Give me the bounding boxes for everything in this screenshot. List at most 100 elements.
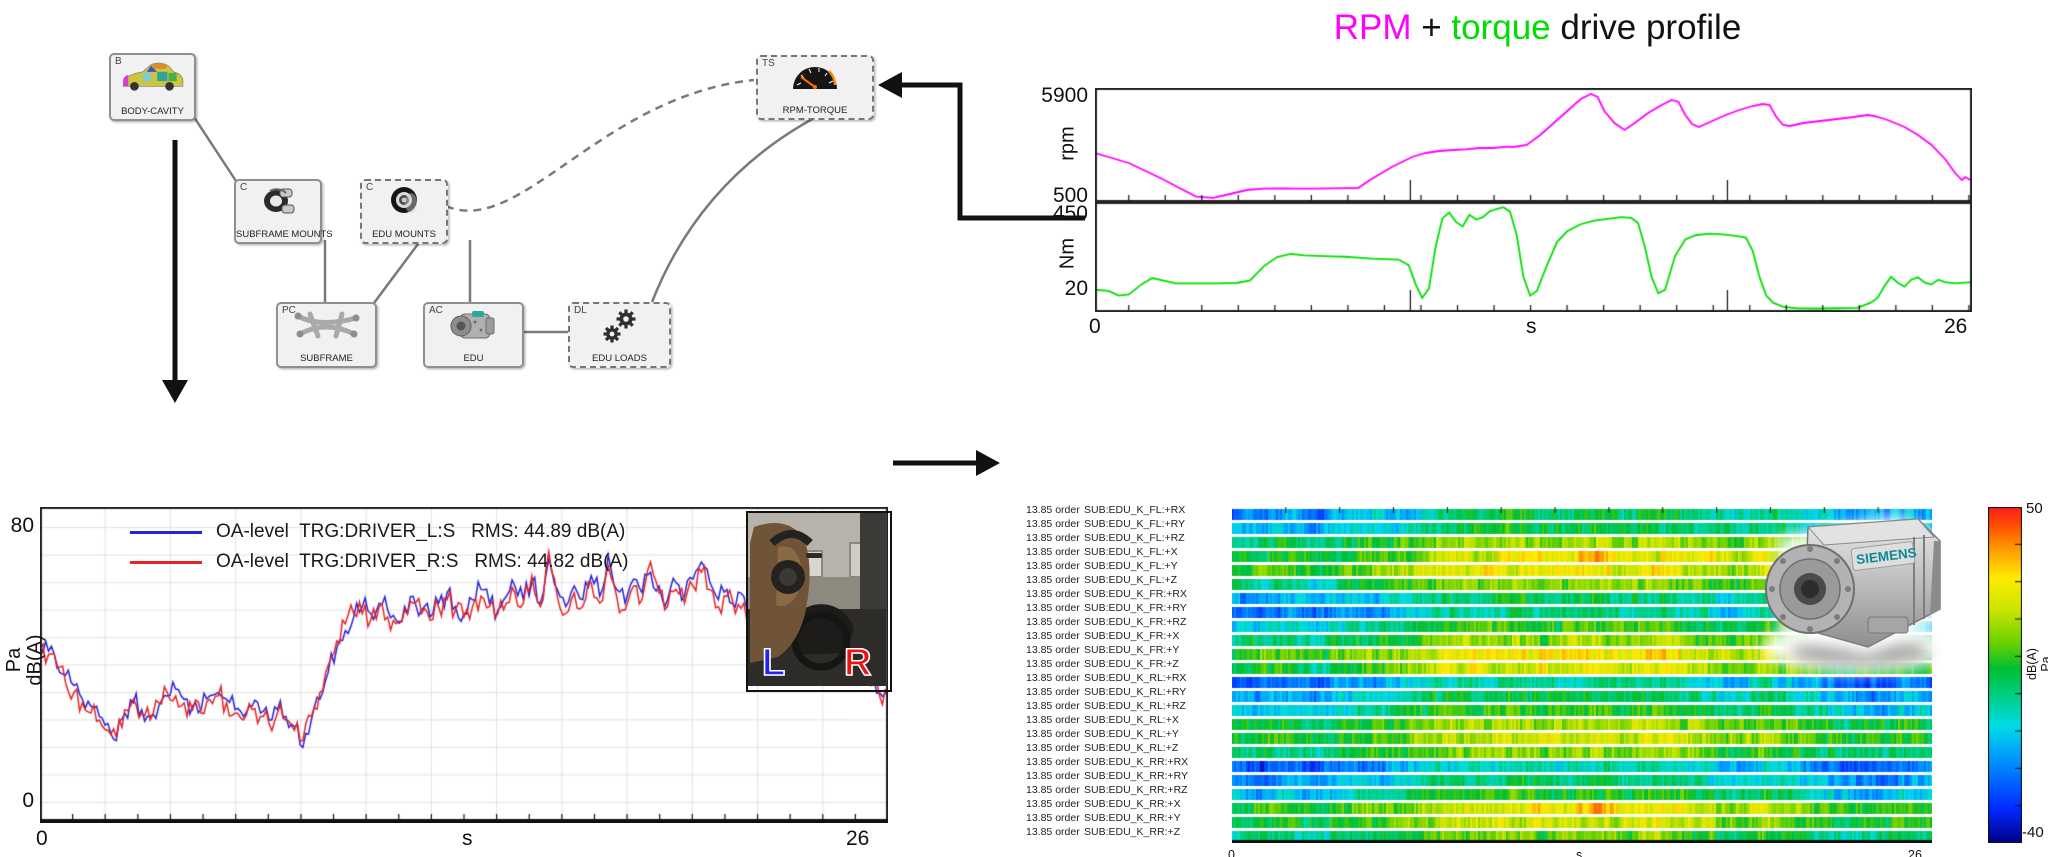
siemens-brand-text: SIEMENS [1855, 545, 1917, 567]
colorbar-unit-dba: dB(A) [2025, 648, 2039, 680]
heatmap-row-label: 13.85 order SUB:EDU_K_FL:+X [1026, 546, 1178, 558]
node-tag: C [240, 182, 248, 193]
title-rpm: RPM [1333, 8, 1412, 47]
legend-line-red [130, 560, 202, 564]
node-tag: DL [574, 305, 587, 316]
link-body-subframemounts [190, 113, 238, 182]
legend-driver-l: OA-level TRG:DRIVER_L:S RMS: 44.89 dB(A) [130, 521, 625, 543]
heatmap-row-label: 13.85 order SUB:EDU_K_RL:+RY [1026, 686, 1187, 698]
diagram-node-rpm-torque: TS RPM-TORQUE [756, 55, 874, 120]
rpm-chart [1095, 88, 1972, 202]
noise-ymin-label: 0 [22, 789, 34, 812]
heatmap-row-label: 13.85 order SUB:EDU_K_FL:+RY [1026, 518, 1186, 530]
heatmap-row-labels: 13.85 order SUB:EDU_K_FL:+RX 13.85 order SU… [1026, 503, 1188, 839]
node-label: EDU LOADS [592, 353, 647, 364]
heatmap-row-label: 13.85 order SUB:EDU_K_RL:+Z [1026, 742, 1179, 754]
colorbar-min-label: -40 [2022, 824, 2044, 841]
title-plus: + [1411, 8, 1452, 47]
node-tag: B [115, 56, 122, 67]
drive-profile-title: RPM + torque drive profile [1100, 8, 1975, 48]
legend-label-driver-r: OA-level TRG:DRIVER_R:S RMS: 44.82 dB(A) [216, 551, 629, 572]
link-edumounts-subframe [372, 239, 423, 304]
heatmap-row-label: 13.85 order SUB:EDU_K_FR:+Z [1026, 658, 1179, 670]
rpm-ymin-label: 500 [1052, 184, 1088, 207]
link-eduloads-rpmtorque [650, 115, 817, 303]
round-mount-icon [362, 185, 446, 217]
link-edumounts-rpmtorque-dashed [445, 78, 755, 212]
colorbar-unit-label: dB(A) Pa [2025, 628, 2048, 700]
heatmap-row-label: 13.85 order SUB:EDU_K_FL:+Z [1026, 574, 1178, 586]
node-tag: AC [429, 305, 443, 316]
node-tag: TS [762, 58, 775, 69]
colorbar-max-label: 50 [2026, 500, 2043, 517]
heatmap-x0-label: 0 [1228, 848, 1235, 857]
heatmap-row-label: 13.85 order SUB:EDU_K_RR:+RX [1026, 756, 1189, 768]
heatmap-row-label: 13.85 order SUB:EDU_K_RL:+X [1026, 714, 1179, 726]
noise-xs-label: s [462, 827, 473, 850]
node-label: EDU [463, 353, 484, 364]
node-tag: PC [282, 305, 296, 316]
heatmap-row-label: 13.85 order SUB:EDU_K_FR:+RZ [1026, 616, 1187, 628]
title-torque: torque [1451, 8, 1551, 47]
node-label: EDU MOUNTS [372, 229, 436, 240]
car-body-icon [111, 59, 194, 95]
heatmap-row-label: 13.85 order SUB:EDU_K_FR:+RX [1026, 588, 1187, 600]
path-contribution-header: Path contribution analysis [1272, 445, 1798, 491]
heatmap-xs-label: s [1576, 848, 1583, 857]
torque-ymin-label: 20 [1064, 277, 1088, 300]
node-label: SUBFRAME [300, 353, 353, 364]
node-label: SUBFRAME MOUNTS [236, 229, 333, 240]
gears-icon [570, 308, 669, 346]
diagram-node-subframe: PC SUBFRAME [276, 302, 377, 368]
diagram-node-edu-loads: DL [568, 302, 671, 368]
diagram-node-edu: AC EDU [423, 302, 524, 368]
heatmap-row-label: 13.85 order SUB:EDU_K_RR:+Y [1026, 812, 1181, 824]
inset-left-letter: L [762, 642, 785, 684]
colorbar [1988, 507, 2022, 843]
profile-x0-label: 0 [1089, 315, 1101, 338]
heatmap-row-label: 13.85 order SUB:EDU_K_FR:+RY [1026, 602, 1187, 614]
heatmap-row-label: 13.85 order SUB:EDU_K_FR:+X [1026, 630, 1180, 642]
torque-ymax-label: 450 [1052, 202, 1088, 225]
heatmap-row-label: 13.85 order SUB:EDU_K_RL:+Y [1026, 728, 1179, 740]
heatmap-row-label: 13.85 order SUB:EDU_K_RL:+RZ [1026, 700, 1186, 712]
heatmap-row-label: 13.85 order SUB:EDU_K_FL:+RZ [1026, 532, 1185, 544]
node-label: BODY-CAVITY [121, 106, 184, 117]
noise-axis-label: Pa dB(A) [3, 605, 50, 715]
heatmap-row-label: 13.85 order SUB:EDU_K_RL:+RX [1026, 672, 1187, 684]
heatmap-row-label: 13.85 order SUB:EDU_K_FL:+Y [1026, 560, 1178, 572]
noise-x26-label: 26 [846, 827, 870, 850]
arrow-profile-to-rpmtorque [902, 82, 1085, 221]
edu-motor-icon [425, 308, 522, 344]
heatmap-row-label: 13.85 order SUB:EDU_K_RR:+RZ [1026, 784, 1188, 796]
gauge-icon [758, 61, 872, 91]
legend-line-blue [130, 530, 202, 534]
node-label: RPM-TORQUE [782, 105, 848, 116]
heatmap-x26-label: 26 [1908, 848, 1922, 857]
diagram-node-edu-mounts: C EDU MOUNTS [360, 179, 448, 244]
heatmap-row-label: 13.85 order SUB:EDU_K_FL:+RX [1026, 504, 1186, 516]
profile-xs-label: s [1526, 315, 1537, 338]
heatmap-row-label: 13.85 order SUB:EDU_K_RR:+Z [1026, 826, 1180, 838]
title-rest: drive profile [1550, 8, 1742, 47]
noise-axis-pa: Pa [3, 647, 25, 673]
noise-ymax-label: 80 [10, 514, 34, 537]
torque-axis-label: Nm [1056, 237, 1079, 270]
bushing-mount-icon [236, 185, 320, 217]
diagram-node-subframe-mounts: C SUBFRAME MOUNTS [234, 179, 333, 244]
driver-photo-inset: L R [746, 511, 892, 692]
node-tag: C [366, 182, 374, 193]
legend-label-driver-l: OA-level TRG:DRIVER_L:S RMS: 44.89 dB(A) [216, 521, 626, 542]
torque-chart [1095, 202, 1972, 312]
legend-driver-r: OA-level TRG:DRIVER_R:S RMS: 44.82 dB(A) [130, 551, 629, 573]
rpm-axis-label: rpm [1056, 126, 1079, 161]
heatmap-row-label: 13.85 order SUB:EDU_K_FR:+Y [1026, 644, 1180, 656]
colorbar-unit-pa: Pa [2038, 656, 2048, 672]
siemens-edu-image: SIEMENS [1748, 497, 1966, 684]
heatmap-row-label: 13.85 order SUB:EDU_K_RR:+X [1026, 798, 1181, 810]
rpm-ymax-label: 5900 [1041, 84, 1088, 107]
inset-right-letter: R [844, 642, 871, 684]
noise-x0-label: 0 [36, 827, 48, 850]
